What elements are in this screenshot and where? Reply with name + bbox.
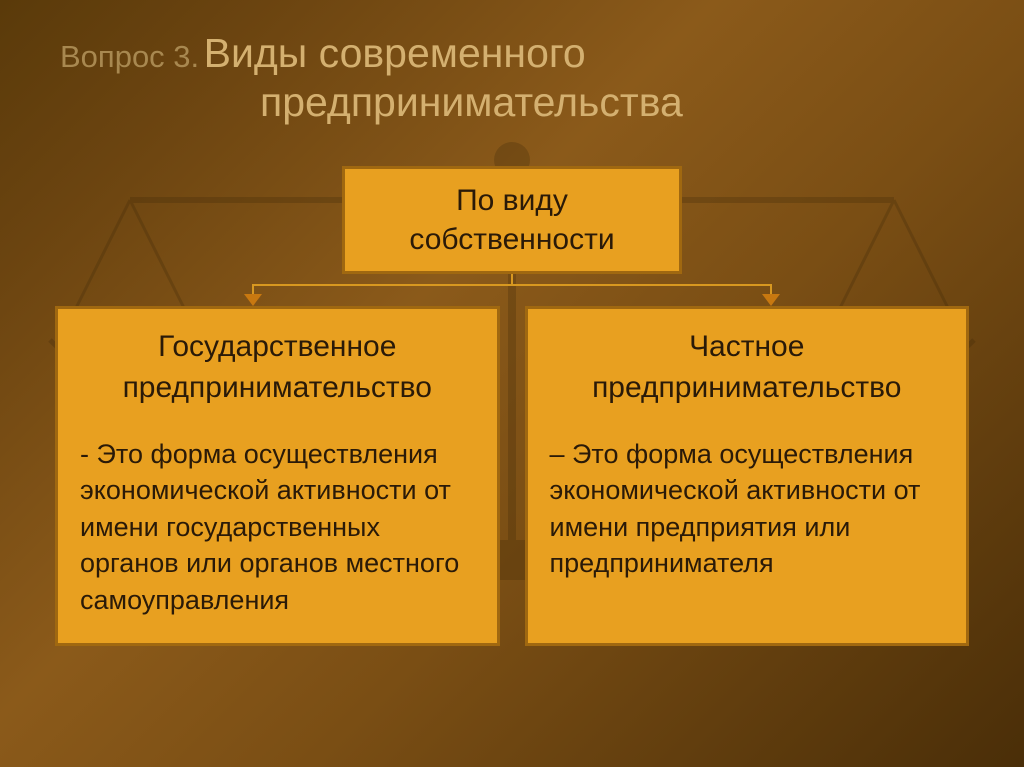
root-node-line2: собственности: [365, 220, 659, 259]
arrow-right-icon: [762, 294, 780, 306]
root-node-line1: По виду: [365, 181, 659, 220]
slide-title: Вопрос 3. Виды современного предпринимат…: [0, 0, 1024, 136]
right-body: – Это форма осуществления экономической …: [550, 436, 945, 582]
title-main-line1: Виды современного: [204, 30, 586, 76]
title-prefix: Вопрос 3.: [60, 39, 199, 74]
diagram: По виду собственности Государственное пр…: [0, 136, 1024, 646]
connector: [132, 274, 892, 306]
left-heading-line2: предпринимательство: [80, 368, 475, 409]
arrow-left-icon: [244, 294, 262, 306]
root-node: По виду собственности: [342, 166, 682, 274]
right-node: Частное предпринимательство – Это форма …: [525, 306, 970, 646]
right-heading-line2: предпринимательство: [550, 368, 945, 409]
left-node: Государственное предпринимательство - Эт…: [55, 306, 500, 646]
left-heading-line1: Государственное: [80, 327, 475, 368]
left-body: - Это форма осуществления экономической …: [80, 436, 475, 618]
title-main-line2: предпринимательства: [60, 79, 964, 126]
right-heading-line1: Частное: [550, 327, 945, 368]
